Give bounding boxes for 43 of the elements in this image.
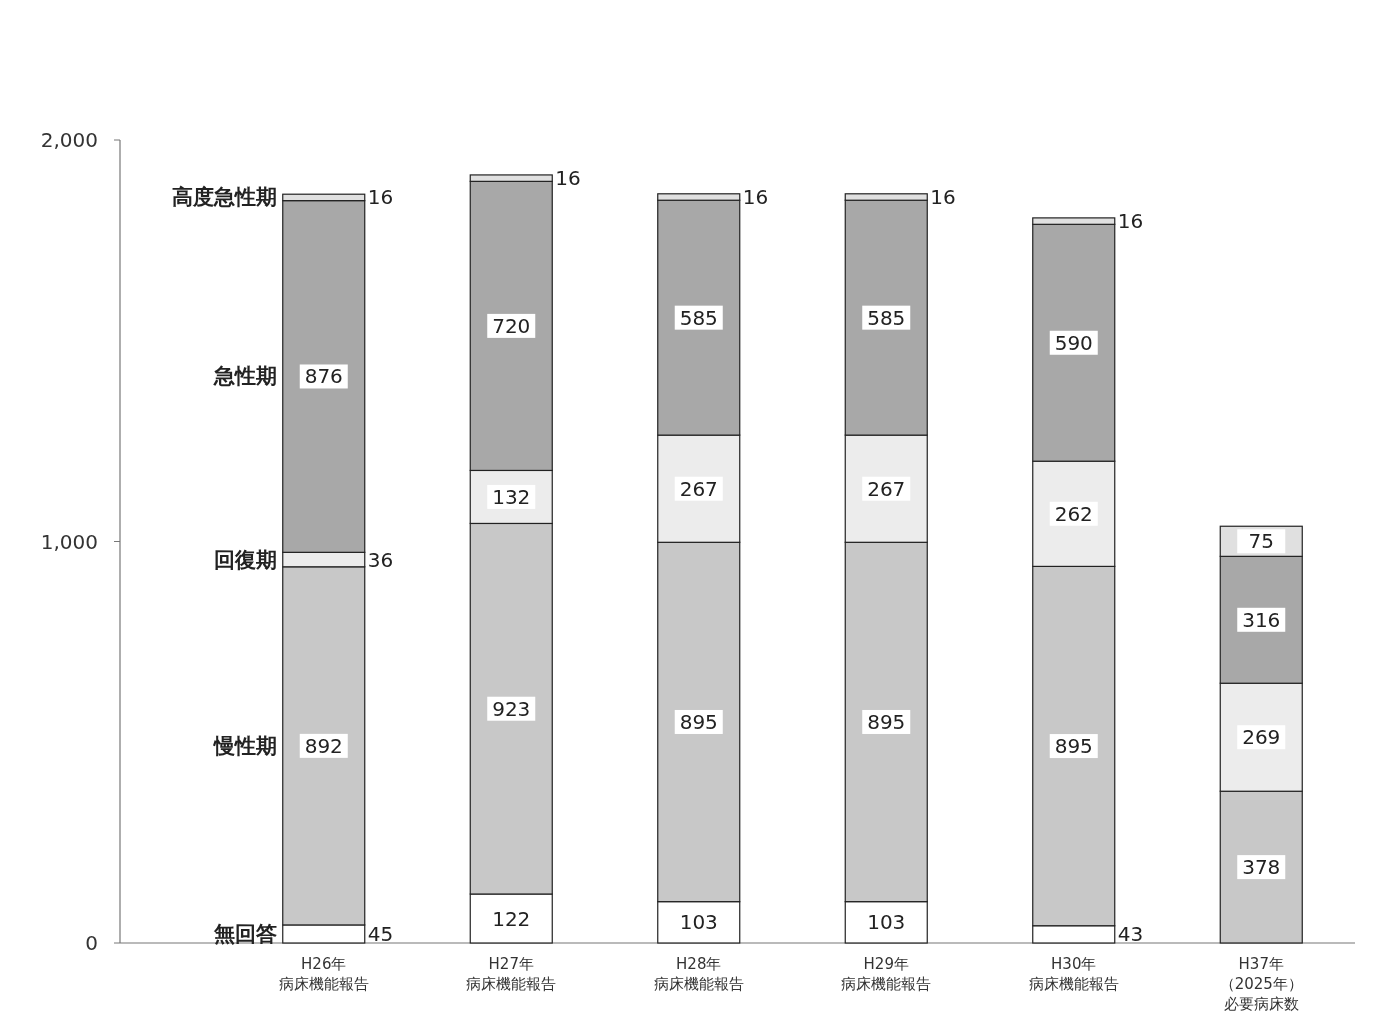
series-label: 急性期 bbox=[212, 364, 277, 389]
x-tick-label: H26年病床機能報告 bbox=[278, 955, 369, 993]
series-label: 回復期 bbox=[213, 547, 277, 572]
data-label: 132 bbox=[492, 484, 531, 509]
data-label: 923 bbox=[492, 696, 531, 721]
data-label: 269 bbox=[1242, 725, 1281, 750]
series-label: 高度急性期 bbox=[171, 185, 277, 210]
x-tick-label: H27年病床機能報告 bbox=[466, 955, 557, 993]
x-tick-label: H28年病床機能報告 bbox=[653, 955, 744, 993]
data-label: 895 bbox=[679, 709, 718, 734]
data-label: 895 bbox=[867, 709, 906, 734]
x-tick-label: H30年病床機能報告 bbox=[1028, 955, 1119, 993]
data-label: 267 bbox=[679, 476, 718, 501]
data-label: 16 bbox=[930, 185, 956, 210]
data-label: 16 bbox=[555, 166, 581, 191]
data-label: 16 bbox=[1117, 209, 1144, 234]
data-label: 892 bbox=[304, 733, 343, 758]
data-label: 122 bbox=[492, 906, 531, 931]
data-label: 720 bbox=[492, 313, 531, 338]
data-label: 45 bbox=[367, 921, 394, 946]
data-label: 103 bbox=[679, 910, 718, 935]
data-label: 590 bbox=[1054, 330, 1093, 355]
data-label: 895 bbox=[1054, 734, 1093, 759]
series-label: 慢性期 bbox=[212, 733, 277, 758]
data-label: 43 bbox=[1117, 922, 1144, 947]
data-label: 75 bbox=[1248, 529, 1274, 554]
data-label: 585 bbox=[679, 305, 718, 330]
data-label: 876 bbox=[304, 364, 343, 389]
data-label: 585 bbox=[867, 305, 906, 330]
data-label: 16 bbox=[742, 185, 769, 210]
y-tick-label: 1,000 bbox=[40, 529, 98, 554]
x-tick-label: H37年（2025年）必要病床数 bbox=[1219, 955, 1303, 1013]
y-tick-label: 2,000 bbox=[40, 128, 98, 152]
data-label: 378 bbox=[1242, 855, 1281, 880]
x-tick-label: H29年病床機能報告 bbox=[841, 955, 932, 993]
series-label: 無回答 bbox=[212, 921, 277, 946]
data-label: 103 bbox=[867, 910, 906, 935]
data-label: 262 bbox=[1054, 501, 1093, 526]
data-label: 267 bbox=[867, 476, 906, 501]
data-label: 316 bbox=[1242, 607, 1281, 632]
data-label: 36 bbox=[367, 547, 394, 572]
y-tick-label: 0 bbox=[85, 931, 98, 955]
data-label: 16 bbox=[367, 185, 394, 210]
